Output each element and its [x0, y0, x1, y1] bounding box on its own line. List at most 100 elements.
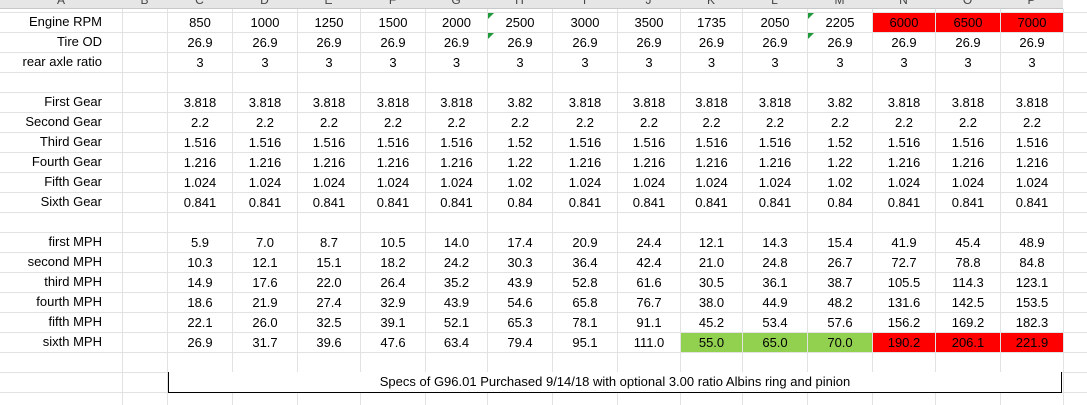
data-cell[interactable]: 169.2: [951, 315, 985, 330]
data-cell[interactable]: 45.4: [955, 235, 981, 250]
data-cell[interactable]: 39.1: [380, 315, 406, 330]
data-cell[interactable]: 70.0: [808, 333, 872, 352]
data-cell[interactable]: 1500: [378, 15, 408, 30]
data-cell[interactable]: 7.0: [255, 235, 275, 250]
data-cell[interactable]: 142.5: [951, 295, 985, 310]
spec-note-cell[interactable]: Specs of G96.01 Purchased 9/14/18 with o…: [168, 372, 1062, 393]
column-header-m[interactable]: M: [807, 0, 872, 9]
error-indicator-icon[interactable]: [808, 33, 814, 39]
data-cell[interactable]: 1.02: [507, 175, 533, 190]
data-cell[interactable]: 26.9: [762, 35, 788, 50]
data-cell[interactable]: 38.0: [698, 295, 725, 310]
data-cell[interactable]: 17.6: [252, 275, 278, 290]
data-cell[interactable]: 39.6: [316, 335, 342, 350]
data-cell[interactable]: 2.2: [447, 115, 466, 130]
data-cell[interactable]: 1.516: [376, 135, 410, 150]
row-label[interactable]: fourth MPH: [36, 294, 102, 309]
data-cell[interactable]: 0.841: [887, 195, 921, 210]
column-header-e[interactable]: E: [297, 0, 360, 9]
data-cell[interactable]: 26.9: [443, 35, 470, 50]
data-cell[interactable]: 26.9: [507, 35, 533, 50]
data-cell[interactable]: 32.5: [316, 315, 342, 330]
data-cell[interactable]: 1.216: [312, 155, 346, 170]
data-cell[interactable]: 3.818: [695, 95, 728, 110]
data-cell[interactable]: 1250: [314, 15, 344, 30]
data-cell[interactable]: 1.216: [376, 155, 410, 170]
data-cell[interactable]: 1.516: [632, 135, 666, 150]
data-cell[interactable]: 12.1: [698, 235, 725, 250]
data-cell[interactable]: 1.024: [951, 175, 985, 190]
data-cell[interactable]: 3.818: [887, 95, 921, 110]
data-cell[interactable]: 0.841: [632, 195, 666, 210]
data-cell[interactable]: 95.1: [572, 335, 598, 350]
data-cell[interactable]: 153.5: [1015, 295, 1049, 310]
data-cell[interactable]: 26.0: [252, 315, 278, 330]
data-cell[interactable]: 3.82: [507, 95, 533, 110]
data-cell[interactable]: 20.9: [572, 235, 598, 250]
data-cell[interactable]: 105.5: [887, 275, 921, 290]
data-cell[interactable]: 18.6: [187, 295, 213, 310]
data-cell[interactable]: 26.9: [955, 35, 981, 50]
data-cell[interactable]: 1.024: [440, 175, 473, 190]
data-cell[interactable]: 65.8: [572, 295, 598, 310]
data-cell[interactable]: 61.6: [636, 275, 662, 290]
data-cell[interactable]: 3: [261, 55, 269, 70]
data-cell[interactable]: 30.3: [507, 255, 533, 270]
column-header-i[interactable]: I: [552, 0, 617, 9]
data-cell[interactable]: 2205: [825, 15, 855, 30]
data-cell[interactable]: 5.9: [190, 235, 210, 250]
data-cell[interactable]: 7000: [1001, 13, 1063, 32]
data-cell[interactable]: 15.4: [827, 235, 853, 250]
data-cell[interactable]: 24.8: [762, 255, 788, 270]
data-cell[interactable]: 3.82: [827, 95, 853, 110]
data-cell[interactable]: 45.2: [698, 315, 725, 330]
data-cell[interactable]: 1.516: [951, 135, 985, 150]
data-cell[interactable]: 182.3: [1015, 315, 1049, 330]
data-cell[interactable]: 26.9: [187, 335, 213, 350]
data-cell[interactable]: 21.0: [698, 255, 725, 270]
data-cell[interactable]: 1.516: [312, 135, 346, 150]
data-cell[interactable]: 91.1: [636, 315, 662, 330]
data-cell[interactable]: 76.7: [636, 295, 662, 310]
data-cell[interactable]: 24.2: [443, 255, 470, 270]
data-cell[interactable]: 1.516: [1015, 135, 1049, 150]
data-cell[interactable]: 0.841: [312, 195, 346, 210]
data-cell[interactable]: 6000: [873, 13, 935, 32]
data-cell[interactable]: 1.024: [758, 175, 792, 190]
error-indicator-icon[interactable]: [488, 13, 494, 19]
data-cell[interactable]: 53.4: [762, 315, 788, 330]
data-cell[interactable]: 78.8: [955, 255, 981, 270]
data-cell[interactable]: 0.841: [568, 195, 602, 210]
row-label[interactable]: First Gear: [44, 94, 102, 109]
data-cell[interactable]: 2.2: [639, 115, 659, 130]
row-label[interactable]: Engine RPM: [29, 14, 102, 29]
row-label[interactable]: fifth MPH: [48, 314, 102, 329]
data-cell[interactable]: 84.8: [1019, 255, 1045, 270]
data-cell[interactable]: 131.6: [887, 295, 921, 310]
data-cell[interactable]: 3.818: [568, 95, 602, 110]
data-cell[interactable]: 1.22: [507, 155, 533, 170]
data-cell[interactable]: 0.84: [827, 195, 853, 210]
data-cell[interactable]: 38.7: [827, 275, 853, 290]
data-cell[interactable]: 26.9: [252, 35, 278, 50]
data-cell[interactable]: 1.024: [183, 175, 217, 190]
data-cell[interactable]: 26.9: [636, 35, 662, 50]
data-cell[interactable]: 1.22: [827, 155, 853, 170]
data-cell[interactable]: 111.0: [633, 335, 665, 350]
data-cell[interactable]: 0.841: [183, 195, 217, 210]
column-header-o[interactable]: O: [935, 0, 1000, 9]
data-cell[interactable]: 14.9: [187, 275, 213, 290]
data-cell[interactable]: 52.8: [572, 275, 598, 290]
data-cell[interactable]: 2.2: [702, 115, 721, 130]
row-label[interactable]: first MPH: [48, 234, 102, 249]
data-cell[interactable]: 14.3: [762, 235, 788, 250]
data-cell[interactable]: 2500: [505, 15, 535, 30]
data-cell[interactable]: 79.4: [507, 335, 533, 350]
data-cell[interactable]: 0.841: [951, 195, 985, 210]
data-cell[interactable]: 17.4: [507, 235, 533, 250]
data-cell[interactable]: 3: [771, 55, 779, 70]
data-cell[interactable]: 3.818: [632, 95, 666, 110]
data-cell[interactable]: 2.2: [830, 115, 850, 130]
data-cell[interactable]: 57.6: [827, 315, 853, 330]
data-cell[interactable]: 47.6: [380, 335, 406, 350]
